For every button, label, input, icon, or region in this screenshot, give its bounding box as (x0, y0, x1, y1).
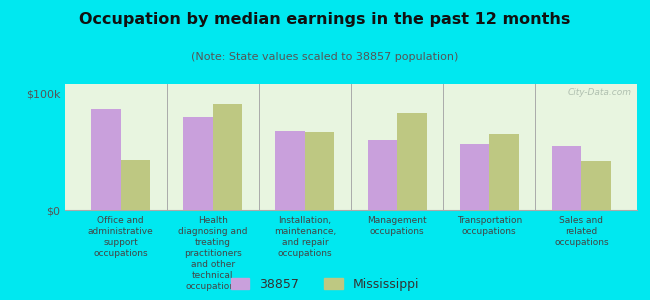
Bar (305, 132, 334, 210)
Bar (460, 143, 489, 210)
Text: (Note: State values scaled to 38857 population): (Note: State values scaled to 38857 popu… (191, 52, 459, 62)
Bar (582, 161, 611, 210)
Text: Occupation by median earnings in the past 12 months: Occupation by median earnings in the pas… (79, 12, 571, 27)
Bar (368, 140, 397, 210)
Bar (397, 113, 426, 210)
Bar (276, 131, 305, 210)
Bar (552, 146, 582, 210)
Bar (213, 104, 242, 210)
Legend: 38857, Mississippi: 38857, Mississippi (231, 278, 419, 291)
Bar (91, 109, 120, 210)
Bar (183, 117, 213, 210)
Bar (120, 160, 150, 210)
Bar (489, 134, 519, 210)
Text: City-Data.com: City-Data.com (567, 88, 631, 97)
